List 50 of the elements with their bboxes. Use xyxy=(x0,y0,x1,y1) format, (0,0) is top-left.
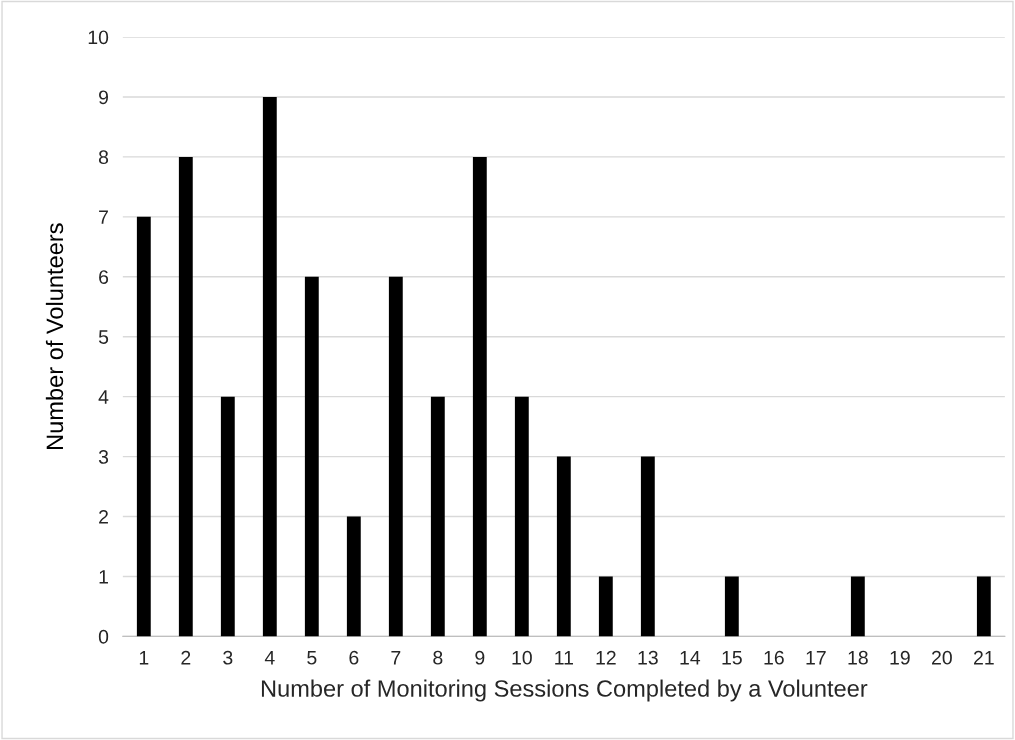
x-tick-label: 17 xyxy=(806,651,826,665)
bar xyxy=(262,96,277,637)
bar xyxy=(136,216,151,637)
bar xyxy=(346,516,361,637)
y-tick-label: 9 xyxy=(99,90,109,105)
x-tick-label: 8 xyxy=(433,650,443,665)
x-tick-label: 20 xyxy=(932,650,952,665)
x-tick-label: 14 xyxy=(680,651,701,665)
bar xyxy=(598,576,613,637)
y-tick-label: 7 xyxy=(99,210,108,224)
bar xyxy=(724,576,739,637)
y-tick-label: 10 xyxy=(88,30,109,45)
x-tick-label: 6 xyxy=(349,650,359,665)
y-tick-label: 8 xyxy=(98,150,109,165)
y-tick-label: 0 xyxy=(98,629,109,644)
x-tick-label: 9 xyxy=(475,650,485,665)
x-tick-label: 7 xyxy=(391,651,401,665)
x-tick-label: 11 xyxy=(555,651,573,665)
y-tick-label: 2 xyxy=(99,509,108,524)
x-tick-label: 12 xyxy=(596,650,616,665)
bar xyxy=(178,156,193,637)
bar xyxy=(304,276,319,637)
x-tick-label: 15 xyxy=(722,651,742,665)
bar xyxy=(976,576,991,637)
y-axis-title: Number of Volunteers xyxy=(45,223,64,449)
bar xyxy=(388,276,403,637)
y-tick-label: 5 xyxy=(98,330,109,344)
x-tick-label: 21 xyxy=(974,650,994,665)
x-tick-label: 3 xyxy=(223,650,233,665)
bar xyxy=(430,396,445,637)
x-tick-label: 16 xyxy=(764,650,784,665)
x-tick-label: 13 xyxy=(638,650,658,665)
y-tick-label: 6 xyxy=(99,270,109,284)
bar xyxy=(514,396,529,637)
bar xyxy=(640,456,655,637)
bar xyxy=(850,576,865,637)
x-tick-label: 4 xyxy=(264,651,275,665)
x-tick-label: 2 xyxy=(181,650,191,665)
x-tick-label: 18 xyxy=(848,650,868,665)
x-tick-label: 1 xyxy=(139,651,149,665)
x-tick-label: 10 xyxy=(512,650,532,665)
bar xyxy=(472,156,487,637)
y-tick-label: 3 xyxy=(98,450,109,464)
y-tick-label: 1 xyxy=(99,570,108,584)
x-tick-label: 5 xyxy=(307,651,317,665)
y-tick-label: 4 xyxy=(98,390,109,404)
bar xyxy=(220,396,235,637)
bar xyxy=(556,456,571,637)
x-tick-label: 19 xyxy=(890,650,910,665)
x-axis-title: Number of Monitoring Sessions Completed by a Volunteer xyxy=(261,679,868,702)
